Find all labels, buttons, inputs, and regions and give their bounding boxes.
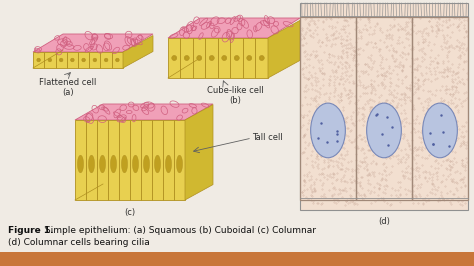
Bar — [108, 120, 119, 200]
Ellipse shape — [132, 155, 138, 173]
Bar — [412, 18, 468, 200]
Text: (c): (c) — [125, 208, 136, 217]
Polygon shape — [185, 105, 213, 200]
Text: Flattened cell
(a): Flattened cell (a) — [39, 78, 97, 97]
Polygon shape — [123, 35, 153, 68]
Bar — [218, 38, 230, 78]
Bar — [168, 38, 181, 78]
Ellipse shape — [165, 155, 172, 173]
Text: Cube-like cell
(b): Cube-like cell (b) — [207, 86, 264, 105]
Ellipse shape — [155, 155, 161, 173]
Text: Tall cell: Tall cell — [252, 134, 283, 143]
Circle shape — [234, 56, 239, 60]
Circle shape — [259, 56, 264, 60]
Polygon shape — [75, 104, 213, 120]
Bar — [163, 120, 174, 200]
Circle shape — [59, 58, 63, 62]
Bar — [67, 52, 78, 68]
Ellipse shape — [176, 155, 182, 173]
Circle shape — [82, 58, 85, 62]
Bar — [33, 52, 44, 68]
Ellipse shape — [100, 155, 106, 173]
Bar — [152, 120, 163, 200]
Bar — [112, 52, 123, 68]
Circle shape — [37, 58, 40, 62]
Ellipse shape — [310, 103, 346, 158]
Polygon shape — [168, 18, 300, 38]
Bar — [119, 120, 130, 200]
Bar — [174, 120, 185, 200]
Bar — [255, 38, 268, 78]
Text: Figure 1.: Figure 1. — [8, 226, 54, 235]
Circle shape — [247, 56, 252, 60]
Circle shape — [116, 58, 119, 62]
Bar — [243, 38, 255, 78]
Polygon shape — [33, 34, 153, 52]
Bar — [75, 120, 86, 200]
Circle shape — [104, 58, 108, 62]
Bar — [300, 18, 356, 200]
Ellipse shape — [121, 155, 128, 173]
Bar — [181, 38, 193, 78]
Ellipse shape — [423, 103, 457, 158]
Circle shape — [48, 58, 52, 62]
Bar — [89, 52, 100, 68]
Ellipse shape — [77, 155, 83, 173]
Polygon shape — [268, 20, 300, 78]
Bar — [0, 252, 474, 266]
Bar — [100, 52, 112, 68]
Bar — [300, 3, 468, 210]
Bar — [141, 120, 152, 200]
Ellipse shape — [367, 103, 401, 158]
Text: (d) Columnar cells bearing cilia: (d) Columnar cells bearing cilia — [8, 238, 150, 247]
Circle shape — [93, 58, 97, 62]
Bar — [230, 38, 243, 78]
Ellipse shape — [110, 155, 117, 173]
Ellipse shape — [144, 155, 149, 173]
Bar — [97, 120, 108, 200]
Circle shape — [209, 56, 214, 60]
Bar — [356, 18, 412, 200]
Bar — [86, 120, 97, 200]
Circle shape — [71, 58, 74, 62]
Circle shape — [222, 56, 227, 60]
Bar — [193, 38, 206, 78]
Circle shape — [184, 56, 189, 60]
Circle shape — [172, 56, 177, 60]
Text: Simple epithelium: (a) Squamous (b) Cuboidal (c) Columnar: Simple epithelium: (a) Squamous (b) Cubo… — [42, 226, 316, 235]
Bar — [78, 52, 89, 68]
Circle shape — [197, 56, 202, 60]
Bar — [44, 52, 55, 68]
Bar — [55, 52, 67, 68]
Bar — [206, 38, 218, 78]
Ellipse shape — [89, 155, 94, 173]
Bar — [130, 120, 141, 200]
Text: (d): (d) — [378, 217, 390, 226]
